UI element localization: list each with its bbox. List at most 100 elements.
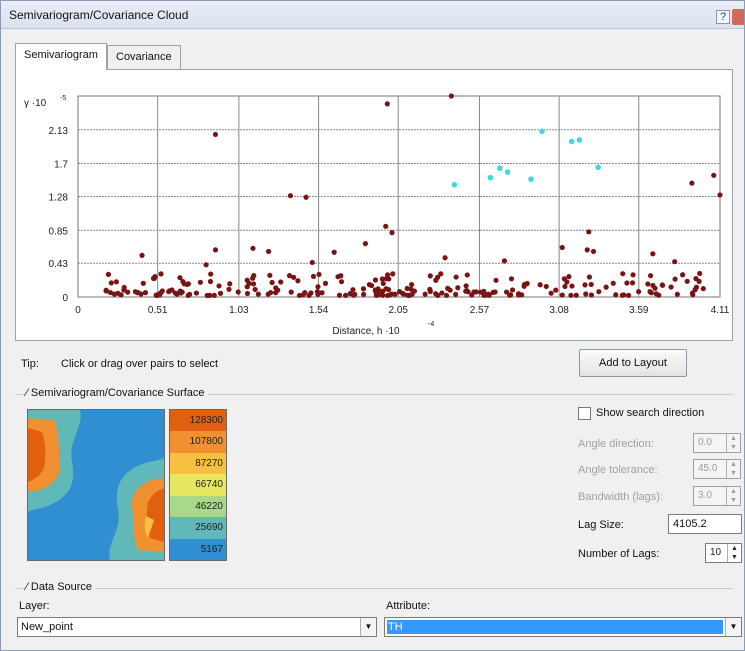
data-point [255,291,261,297]
legend-item: 46220 [170,495,226,518]
y-tick-label: 0 [62,293,68,304]
data-point [287,193,294,199]
data-point [590,248,597,255]
data-point [672,276,678,282]
data-point [629,280,636,286]
data-point [252,286,258,293]
bandwidth-spinner[interactable]: 3.0 ▲ ▼ [693,486,741,506]
data-point [481,292,487,298]
tab-covariance[interactable]: Covariance [107,45,181,69]
angle-tolerance-label: Angle tolerance: [578,464,658,476]
data-point [427,273,433,279]
selected-data-point [595,164,601,171]
x-tick-label: 1.03 [229,305,249,316]
number-of-lags-spinner[interactable]: 10 ▲ ▼ [705,543,742,563]
data-point [309,259,315,266]
chevron-down-icon[interactable]: ▼ [725,618,741,636]
data-point [680,272,686,278]
data-point [648,290,655,296]
close-button[interactable] [732,9,744,25]
data-point [509,287,516,293]
surface-group-border [15,394,733,395]
data-point [388,291,395,297]
data-point [586,274,593,280]
selected-data-point [496,165,503,172]
data-point [303,194,309,200]
x-tick-label: 0 [75,305,81,316]
layer-dropdown[interactable]: New_point ▼ [17,617,377,637]
data-point [315,291,321,297]
semivariogram-cloud-chart[interactable]: 0 0.51 1.03 1.54 2.05 2.57 3.08 3.59 4.11 0.43 0.8… [16,70,732,340]
data-point [501,258,508,264]
data-point [385,292,391,299]
window-title: Semivariogram/Covariance Cloud [9,8,189,22]
selected-data-point [504,169,511,175]
semivariogram-surface-map[interactable] [27,409,165,561]
data-point [360,291,367,297]
data-point [331,249,337,255]
data-point [251,273,257,279]
angle-tolerance-value: 45.0 [698,463,718,474]
data-point [717,192,723,198]
data-source-group-title: ⁄ Data Source [23,581,96,593]
data-point [693,284,700,290]
data-point [342,292,349,299]
data-point [291,274,297,280]
data-point [217,290,224,296]
attribute-dropdown[interactable]: TH ▼ [384,617,742,637]
y-tick-label: 0.43 [49,259,69,270]
add-to-layout-button[interactable]: Add to Layout [579,349,687,377]
x-tick-label: 4.11 [711,305,730,316]
spinner-arrows-icon[interactable]: ▲ ▼ [726,460,740,478]
data-point [559,292,565,298]
angle-tolerance-spinner[interactable]: 45.0 ▲ ▼ [693,459,741,479]
y-axis-label: γ ·10 [24,98,47,109]
title-bar: Semivariogram/Covariance Cloud ? [1,1,744,29]
bandwidth-value: 3.0 [698,490,712,501]
data-point [121,287,127,293]
data-point [469,292,475,298]
angle-direction-spinner[interactable]: 0.0 ▲ ▼ [693,433,741,453]
data-point [448,93,454,99]
data-point [375,286,381,292]
data-point [389,230,395,236]
tab-semivariogram[interactable]: Semivariogram [15,43,107,70]
data-point [111,291,117,297]
data-point [140,280,146,286]
data-point [596,289,602,295]
spinner-arrows-icon[interactable]: ▲ ▼ [727,544,741,562]
data-point [153,292,159,298]
data-point [700,286,706,292]
data-point [493,277,499,283]
data-point [566,274,572,280]
data-point [316,271,322,278]
show-search-direction-checkbox[interactable] [578,407,591,420]
selected-data-point [451,181,458,188]
data-point [613,292,619,298]
data-point [543,283,549,290]
help-button[interactable]: ? [716,10,730,24]
data-point [203,262,209,268]
attribute-selection-highlight [387,620,723,634]
legend-item: 87270 [170,452,226,475]
x-axis-label: Distance, h ·10 [332,326,400,337]
data-point [650,282,656,289]
data-point [244,284,250,290]
data-point [138,291,144,297]
surface-contours [28,410,164,560]
data-point [197,279,204,285]
data-point [569,283,575,289]
spinner-arrows-icon[interactable]: ▲ ▼ [726,434,740,452]
y-axis-label-exponent: -5 [60,95,66,102]
data-point [273,285,279,291]
y-tick-label: 1.7 [54,160,68,171]
semivariogram-plot-panel[interactable]: 0 0.51 1.03 1.54 2.05 2.57 3.08 3.59 4.11 0.43 0.8… [15,69,733,341]
chevron-down-icon[interactable]: ▼ [360,618,376,636]
spinner-arrows-icon[interactable]: ▲ ▼ [726,487,740,505]
number-of-lags-value: 10 [710,547,722,558]
data-point [562,283,568,290]
data-point [559,244,565,251]
data-point [610,280,616,286]
lag-size-input[interactable]: 4105.2 [668,514,742,534]
